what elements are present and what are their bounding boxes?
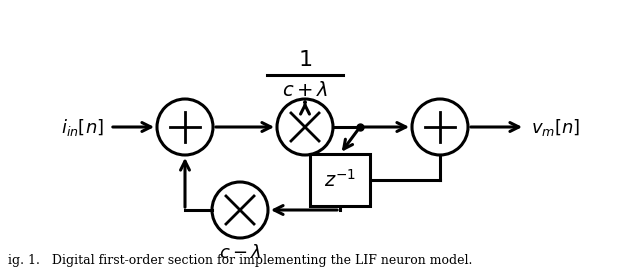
Bar [310, 154, 370, 206]
Text: $1$: $1$ [298, 49, 312, 71]
Text: $z^{-1}$: $z^{-1}$ [324, 169, 356, 191]
Text: $i_{in}[n]$: $i_{in}[n]$ [61, 117, 104, 138]
Text: $v_m[n]$: $v_m[n]$ [531, 117, 580, 138]
Text: ig. 1.   Digital first-order section for implementing the LIF neuron model.: ig. 1. Digital first-order section for i… [8, 254, 472, 267]
Text: $c - \lambda$: $c - \lambda$ [219, 244, 261, 262]
Text: $c + \lambda$: $c + \lambda$ [282, 81, 328, 100]
